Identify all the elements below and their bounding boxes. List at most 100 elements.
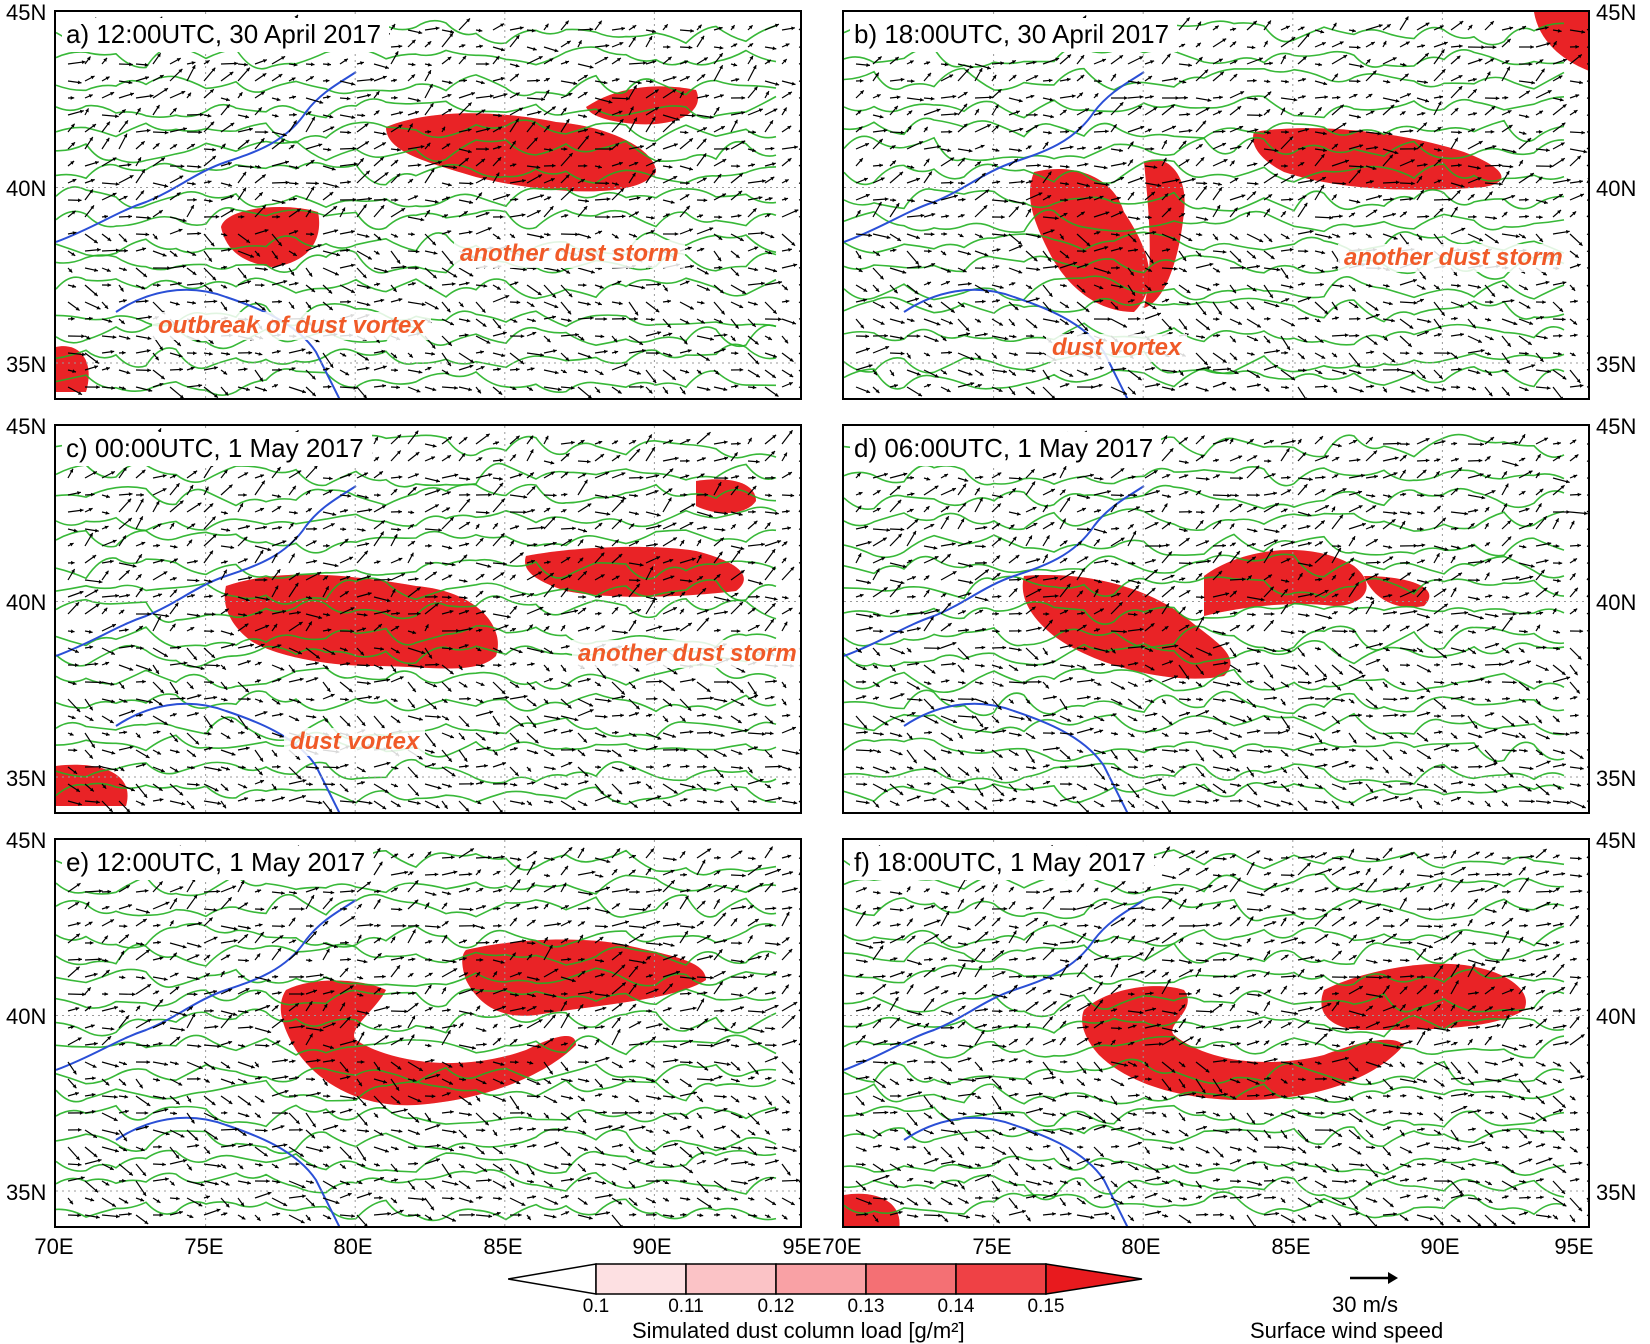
annotation-dust-vortex: outbreak of dust vortex bbox=[152, 312, 431, 340]
wind-vector-head bbox=[1339, 214, 1343, 219]
wind-vector-head bbox=[632, 36, 636, 41]
wind-vector-head bbox=[298, 622, 303, 626]
wind-vector-head bbox=[1139, 176, 1144, 181]
wind-vector-head bbox=[948, 350, 952, 355]
wind-vector-head bbox=[580, 440, 585, 444]
wind-vector-head bbox=[194, 559, 198, 564]
wind-vector-head bbox=[643, 61, 647, 65]
wind-vector-head bbox=[106, 366, 110, 371]
wind-vector-head bbox=[600, 545, 605, 550]
wind-vector-head bbox=[1447, 351, 1451, 355]
wind-vector-head bbox=[998, 322, 1003, 326]
wind-vector-head bbox=[263, 578, 268, 582]
wind-vector-head bbox=[863, 177, 868, 182]
wind-vector-head bbox=[866, 389, 871, 394]
wind-vector-head bbox=[1505, 60, 1510, 64]
wind-vector-head bbox=[416, 587, 421, 591]
wind-vector-head bbox=[639, 562, 644, 567]
wind-vector-head bbox=[1522, 26, 1526, 30]
terrain-contour bbox=[56, 139, 777, 164]
wind-vector-head bbox=[164, 183, 169, 188]
wind-vector-head bbox=[428, 543, 432, 548]
wind-vector-head bbox=[600, 574, 605, 578]
wind-vector-head bbox=[96, 305, 101, 310]
wind-vector-head bbox=[1409, 325, 1414, 329]
wind-vector-head bbox=[1139, 56, 1144, 60]
wind-vector-head bbox=[691, 113, 696, 118]
wind-vector-head bbox=[214, 366, 218, 370]
wind-vector-head bbox=[1488, 392, 1493, 397]
wind-vector-head bbox=[1196, 42, 1201, 47]
wind-vector-head bbox=[1182, 257, 1187, 261]
wind-vector-head bbox=[301, 348, 306, 352]
wind-vector-head bbox=[485, 211, 490, 216]
wind-vector-head bbox=[308, 595, 313, 600]
wind-vector-head bbox=[529, 472, 534, 477]
wind-vector-head bbox=[397, 527, 401, 532]
wind-vector-head bbox=[859, 78, 864, 83]
wind-vector-head bbox=[700, 320, 705, 324]
wind-vector-head bbox=[212, 534, 217, 539]
wind-vector-head bbox=[1374, 306, 1379, 311]
wind-vector-head bbox=[1168, 326, 1172, 330]
wind-vector-head bbox=[1047, 171, 1052, 176]
wind-vector-head bbox=[1344, 333, 1349, 338]
wind-vector-head bbox=[466, 318, 471, 323]
wind-vector-head bbox=[450, 29, 454, 34]
wind-vector-head bbox=[752, 485, 757, 490]
wind-vector-head bbox=[1562, 58, 1567, 63]
wind-vector-head bbox=[910, 165, 915, 169]
wind-vector-head bbox=[500, 215, 504, 219]
wind-vector-head bbox=[1559, 97, 1564, 102]
wind-vector-head bbox=[313, 527, 318, 531]
wind-vector-head bbox=[751, 560, 756, 565]
wind-vector-head bbox=[1421, 286, 1426, 290]
wind-vector-head bbox=[614, 539, 619, 544]
wind-vector-head bbox=[1524, 387, 1529, 392]
wind-vector-head bbox=[86, 335, 91, 340]
wind-vector-head bbox=[1069, 373, 1074, 377]
wind-vector-head bbox=[1286, 346, 1290, 351]
wind-vector-head bbox=[281, 262, 286, 267]
wind-vector-head bbox=[368, 508, 373, 512]
wind-vector-head bbox=[156, 543, 160, 548]
wind-vector-head bbox=[528, 387, 533, 391]
wind-vector-head bbox=[187, 92, 191, 97]
wind-vector-head bbox=[970, 382, 975, 386]
wind-vector-head bbox=[675, 117, 680, 121]
wind-vector-head bbox=[417, 163, 422, 167]
wind-vector-head bbox=[794, 209, 799, 213]
wind-vector-head bbox=[344, 591, 349, 595]
wind-vector-head bbox=[244, 623, 249, 628]
wind-vector-head bbox=[1151, 191, 1155, 196]
wind-vector-head bbox=[71, 560, 75, 565]
wind-vector-head bbox=[1507, 110, 1512, 114]
wind-vector-head bbox=[699, 576, 703, 580]
wind-vector-head bbox=[485, 147, 489, 151]
wind-vector-head bbox=[124, 120, 128, 125]
wind-vector-head bbox=[1389, 154, 1393, 159]
wind-vector-head bbox=[302, 389, 306, 394]
wind-vector-head bbox=[734, 351, 739, 356]
wind-vector-head bbox=[1525, 351, 1529, 356]
wind-vector-head bbox=[313, 559, 318, 564]
wind-vector-head bbox=[1214, 25, 1219, 30]
wind-vector-head bbox=[464, 333, 469, 338]
wind-vector-head bbox=[466, 498, 470, 503]
wind-vector-head bbox=[122, 350, 126, 355]
wind-vector-head bbox=[71, 252, 76, 256]
wind-vector-head bbox=[137, 107, 141, 112]
wind-vector-head bbox=[242, 274, 247, 279]
wind-vector-head bbox=[120, 320, 125, 324]
wind-vector-head bbox=[615, 143, 620, 147]
wind-vector-head bbox=[397, 434, 401, 439]
wind-vector-head bbox=[173, 144, 177, 148]
wind-vector-head bbox=[562, 369, 567, 373]
wind-vector-head bbox=[735, 475, 740, 479]
wind-vector-head bbox=[1305, 316, 1309, 321]
wind-vector-head bbox=[1234, 305, 1239, 309]
wind-vector-head bbox=[751, 322, 756, 327]
wind-vector-head bbox=[506, 193, 511, 198]
wind-vector-head bbox=[1383, 336, 1388, 341]
wind-vector-head bbox=[485, 510, 490, 515]
